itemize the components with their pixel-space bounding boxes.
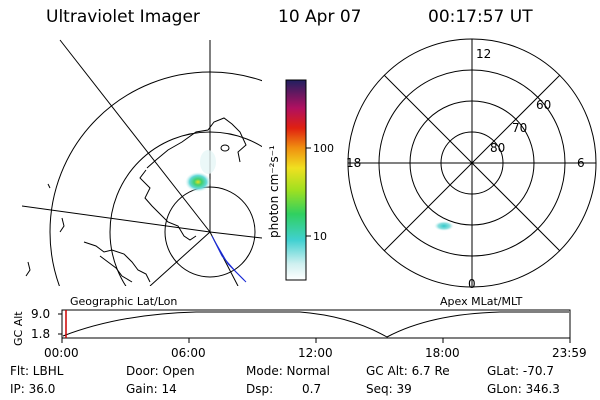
coastline: [59, 217, 65, 233]
coastline: [47, 183, 51, 189]
mlat-label-80: 80: [490, 141, 506, 155]
altitude-axis-label: GC Alt: [12, 311, 25, 346]
island: [220, 144, 230, 152]
coastline: [25, 261, 31, 277]
gc-altitude-info: GC Alt: 6.7 Re: [366, 364, 450, 378]
filter-info: Flt: LBHL: [10, 364, 64, 378]
glon-info: GLon: 346.3: [487, 382, 560, 396]
colorbar-tick-label: 10: [313, 230, 327, 243]
mode-info: Mode: Normal: [246, 364, 330, 378]
meridian-line: [59, 39, 211, 233]
sequence-info: Seq: 39: [366, 382, 412, 396]
mlt-label-0: 0: [468, 277, 476, 291]
coastline: [99, 255, 133, 283]
coastline: [139, 169, 197, 241]
coastline: [146, 117, 247, 169]
colorbar-tick-label: 100: [313, 142, 334, 155]
geographic-projection-label: Geographic Lat/Lon: [70, 295, 178, 308]
aurora-emission: [200, 150, 216, 174]
time-tick-label: 00:00: [44, 346, 79, 360]
time-label: 00:17:57 UT: [428, 7, 533, 27]
gain-info: Gain: 14: [126, 382, 177, 396]
apex-projection-label: Apex MLat/MLT: [440, 295, 523, 308]
mlt-line: [383, 74, 561, 252]
altitude-tick-label: 9.0: [31, 307, 51, 321]
time-tick-label: 12:00: [298, 346, 333, 360]
satellite-track: [213, 239, 245, 281]
colorbar: [285, 79, 307, 281]
app-title: Ultraviolet Imager: [46, 7, 200, 27]
mlt-label-18: 18: [346, 156, 362, 170]
colorbar-label: photon cm⁻²s⁻¹: [267, 145, 281, 238]
dsp-value: 0.7: [302, 382, 322, 396]
time-tick-label: 06:00: [171, 346, 206, 360]
mlat-label-70: 70: [512, 121, 528, 135]
altitude-tick-label: 1.8: [31, 327, 51, 341]
aurora-emission: [185, 172, 211, 192]
aurora-emission: [434, 221, 454, 231]
ip-info: IP: 36.0: [10, 382, 56, 396]
meridian-line: [149, 231, 211, 286]
date-label: 10 Apr 07: [278, 7, 362, 27]
dsp-label: Dsp:: [246, 382, 274, 396]
meridian-line: [209, 231, 262, 239]
geographic-map: [22, 39, 262, 286]
time-tick-label: 23:59: [552, 346, 587, 360]
time-tick-label: 18:00: [425, 346, 460, 360]
coastline: [83, 241, 151, 283]
door-info: Door: Open: [126, 364, 195, 378]
mlt-label-12: 12: [476, 47, 492, 61]
mlt-label-6: 6: [577, 156, 585, 170]
mlat-label-60: 60: [536, 98, 552, 112]
glat-info: GLat: -70.7: [487, 364, 554, 378]
altitude-curve: [62, 311, 569, 338]
satellite-track: [211, 235, 247, 283]
polar-plot: [347, 38, 597, 288]
